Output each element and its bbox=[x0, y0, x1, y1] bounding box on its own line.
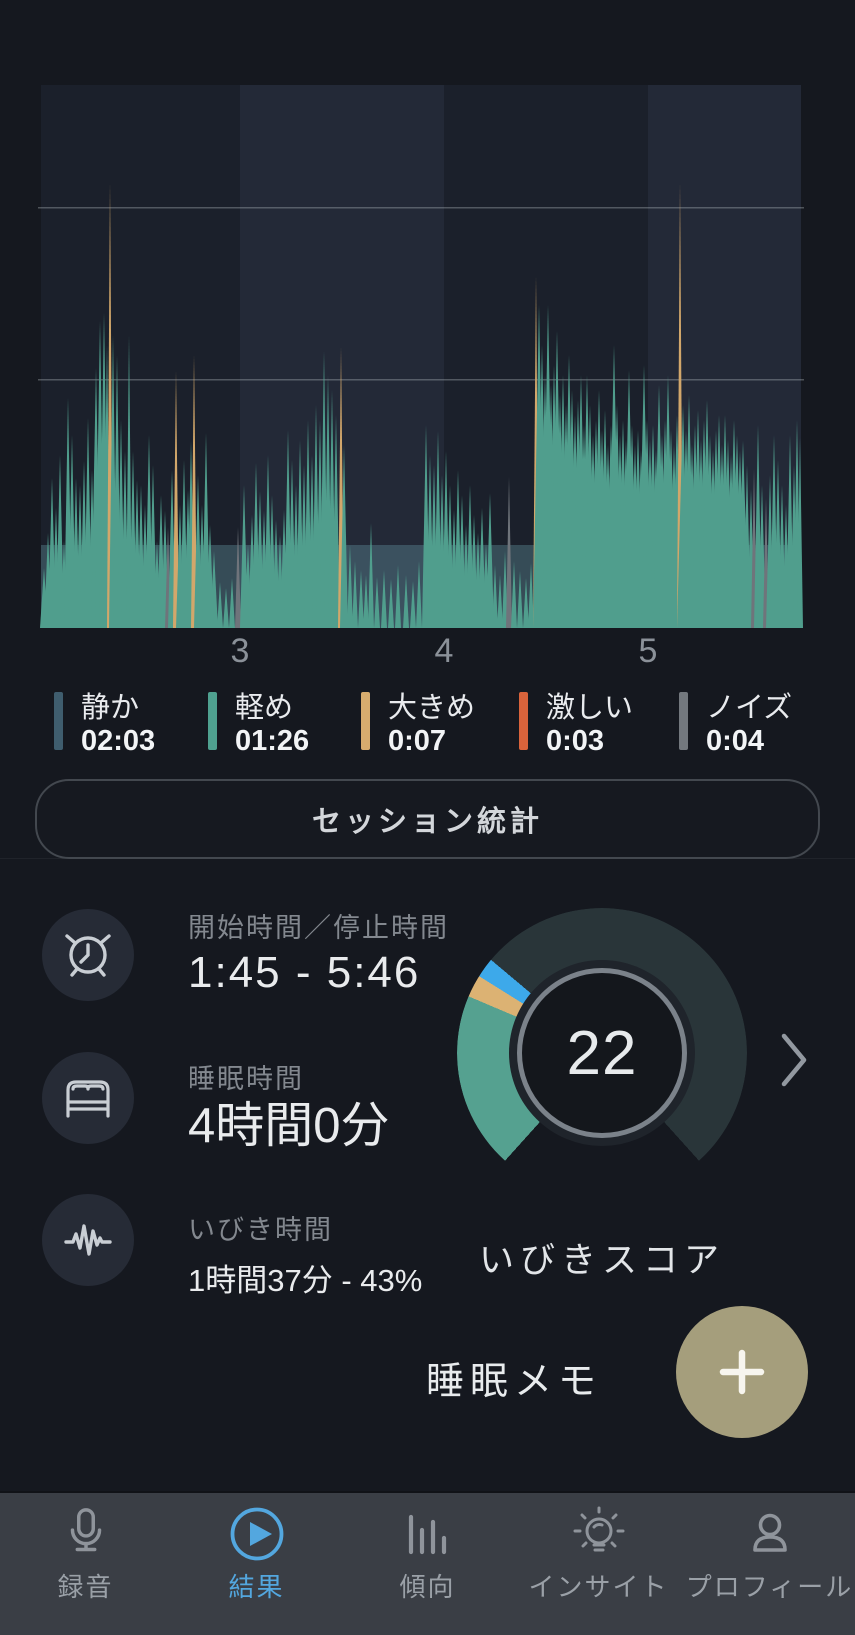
nav-label-trends: 傾向 bbox=[399, 1572, 456, 1602]
legend-value: 0:07 bbox=[388, 725, 447, 757]
sleep-memo-label: 睡眠メモ bbox=[425, 1361, 602, 1403]
bar-chart-icon bbox=[408, 1514, 446, 1555]
legend-label: 大きめ bbox=[388, 692, 476, 724]
score-detail-chevron[interactable] bbox=[780, 1032, 810, 1093]
wave-bar bbox=[235, 527, 241, 628]
gridline bbox=[38, 379, 804, 381]
wave-bar bbox=[352, 561, 358, 628]
gridline bbox=[38, 207, 804, 209]
sleep-time-circle bbox=[42, 1052, 134, 1144]
wave-bar bbox=[381, 570, 387, 628]
lightbulb-icon bbox=[573, 1506, 624, 1552]
sleep-time-value: 4時間0分 bbox=[188, 1099, 390, 1153]
bottom-nav: 録音 結果 傾向 bbox=[0, 1491, 855, 1635]
wave-bar bbox=[358, 570, 364, 628]
wave-bar bbox=[332, 415, 340, 628]
wave-bar bbox=[416, 561, 422, 628]
nav-item-profile[interactable]: プロフィール bbox=[684, 1493, 855, 1635]
wave-bar bbox=[217, 582, 223, 628]
person-icon bbox=[752, 1513, 787, 1552]
snore-score-label: いびきスコア bbox=[478, 1241, 725, 1280]
wave-bar bbox=[492, 565, 498, 628]
legend-swatch bbox=[54, 692, 63, 750]
waveform-icon bbox=[64, 1224, 112, 1256]
nav-item-trends[interactable]: 傾向 bbox=[342, 1493, 513, 1635]
x-tick-label: 5 bbox=[638, 632, 658, 670]
wave-bar bbox=[403, 575, 409, 628]
wave-bar bbox=[511, 561, 517, 628]
legend-value: 01:26 bbox=[235, 725, 310, 757]
gauge-inner-circle: 22 bbox=[517, 968, 687, 1138]
wave-bar bbox=[388, 579, 394, 628]
x-axis: 3 4 5 bbox=[0, 633, 855, 669]
nav-item-insights[interactable]: インサイト bbox=[513, 1493, 684, 1635]
wave-bar bbox=[506, 477, 512, 628]
wave-bar bbox=[523, 578, 529, 628]
snore-waveform-chart bbox=[38, 85, 804, 628]
sleep-time-label: 睡眠時間 bbox=[188, 1064, 304, 1094]
wave-bar bbox=[486, 493, 494, 628]
start-stop-circle bbox=[42, 909, 134, 1001]
microphone-icon bbox=[70, 1508, 101, 1552]
start-stop-value: 1:45 - 5:46 bbox=[188, 948, 421, 997]
snore-time-value: 1時間37分 - 43% bbox=[188, 1263, 423, 1298]
legend-swatch bbox=[679, 692, 688, 750]
wave-bar bbox=[223, 588, 229, 628]
nav-label-insights: インサイト bbox=[528, 1572, 669, 1602]
wave-bar bbox=[395, 565, 401, 628]
wave-bar bbox=[410, 581, 416, 628]
wave-bar bbox=[368, 523, 374, 628]
snore-time-label: いびき時間 bbox=[188, 1215, 333, 1245]
legend-swatch bbox=[361, 692, 370, 750]
nav-label-profile: プロフィール bbox=[685, 1572, 854, 1602]
wave-bar bbox=[347, 545, 353, 628]
alarm-clock-icon bbox=[65, 934, 111, 977]
plus-icon bbox=[719, 1349, 765, 1395]
legend-label: 激しい bbox=[546, 692, 634, 724]
start-stop-label: 開始時間／停止時間 bbox=[188, 913, 449, 943]
add-sleep-memo-button[interactable] bbox=[676, 1306, 808, 1438]
wave-bar bbox=[340, 445, 348, 628]
legend-label: ノイズ bbox=[706, 692, 793, 724]
legend-value: 02:03 bbox=[81, 725, 156, 757]
chevron-right-icon bbox=[781, 1033, 807, 1087]
wave-bar bbox=[497, 575, 503, 628]
legend-value: 0:04 bbox=[706, 725, 765, 757]
legend-label: 静か bbox=[81, 692, 140, 724]
wave-bar bbox=[229, 578, 235, 628]
nav-item-record[interactable]: 録音 bbox=[0, 1493, 171, 1635]
wave-bar bbox=[517, 571, 523, 628]
bed-icon bbox=[66, 1080, 110, 1118]
legend-swatch bbox=[519, 692, 528, 750]
wave-bar bbox=[191, 355, 197, 628]
wave-bar bbox=[173, 371, 179, 628]
session-stats-button[interactable]: セッション統計 bbox=[35, 779, 820, 859]
snore-time-circle bbox=[42, 1194, 134, 1286]
x-tick-label: 3 bbox=[230, 632, 250, 670]
legend: 静か 02:03 軽め 01:26 大きめ 0:07 激しい 0:03 ノイズ 0:04 bbox=[0, 692, 855, 762]
wave-bar bbox=[797, 438, 803, 628]
wave-bar bbox=[528, 563, 534, 628]
nav-label-record: 録音 bbox=[57, 1572, 114, 1602]
snore-score-value: 22 bbox=[566, 1018, 638, 1088]
wave-bar bbox=[363, 575, 369, 628]
wave-bar bbox=[126, 335, 132, 628]
snore-score-gauge[interactable]: 22 bbox=[457, 908, 747, 1198]
play-circle-icon bbox=[230, 1507, 283, 1561]
nav-label-results: 結果 bbox=[228, 1572, 285, 1602]
x-tick-label: 4 bbox=[434, 632, 454, 670]
legend-swatch bbox=[208, 692, 217, 750]
legend-value: 0:03 bbox=[546, 725, 605, 757]
nav-item-results[interactable]: 結果 bbox=[171, 1493, 342, 1635]
legend-label: 軽め bbox=[235, 692, 294, 724]
wave-bar bbox=[374, 577, 380, 628]
wave-bar bbox=[210, 551, 218, 628]
